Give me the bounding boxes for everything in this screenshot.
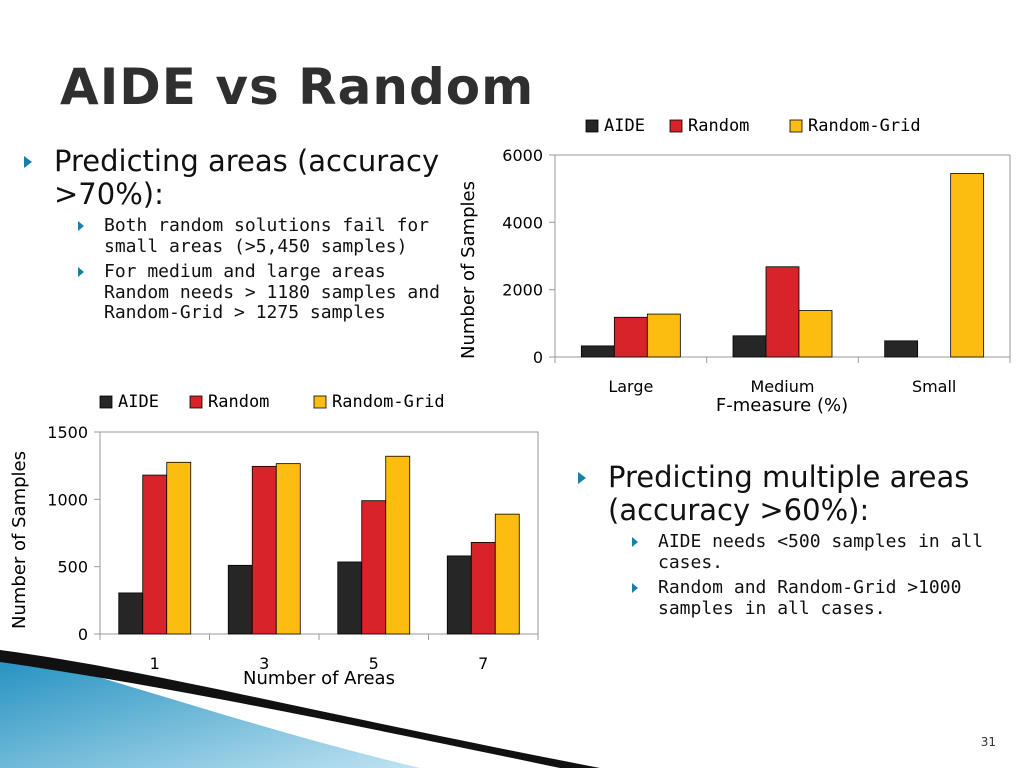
x-tick-label: 5 <box>369 654 379 673</box>
x-tick-label: 1 <box>150 654 160 673</box>
bullet-sub: AIDE needs <500 samples in all cases. <box>578 531 1018 573</box>
bar-random-grid-3 <box>275 463 301 635</box>
x-tick-label: Large <box>608 377 653 396</box>
bar-random-large <box>613 316 648 358</box>
bullet-arrow-icon <box>632 537 638 547</box>
bar-aide-small <box>884 340 919 358</box>
bullet-arrow-icon <box>24 156 32 168</box>
y-tick-label: 4000 <box>502 213 543 232</box>
y-tick-label: 0 <box>533 348 543 367</box>
bar-random-grid-medium <box>798 310 833 358</box>
bar-random-grid-5 <box>385 455 411 635</box>
bar-random-1 <box>142 474 168 635</box>
x-tick-label: 7 <box>478 654 488 673</box>
bullet-arrow-icon <box>632 583 638 593</box>
legend-swatch-aide <box>585 119 599 133</box>
bullet-sub: For medium and large areas Random needs … <box>24 261 444 324</box>
bar-random-3 <box>251 465 277 635</box>
x-axis-title: F-measure (%) <box>716 395 848 416</box>
x-tick-label: 3 <box>259 654 269 673</box>
bar-random-grid-small <box>950 173 985 358</box>
y-tick-label: 500 <box>57 558 88 577</box>
decorative-swoosh <box>0 650 600 768</box>
bullet-sub-text: Both random solutions fail for small are… <box>104 215 430 257</box>
bullet-sub-text: AIDE needs <500 samples in all cases. <box>658 531 984 573</box>
bar-aide-5 <box>337 561 363 635</box>
bar-aide-7 <box>446 555 472 635</box>
x-axis-title: Number of Areas <box>243 668 395 689</box>
bullet-arrow-icon <box>78 267 84 277</box>
page-title: AIDE vs Random <box>60 58 535 116</box>
bar-random-7 <box>470 542 496 635</box>
y-axis-title: Number of Samples <box>9 451 30 629</box>
legend-swatch-aide <box>99 395 113 409</box>
bar-aide-1 <box>118 592 144 635</box>
legend-label-aide: AIDE <box>604 116 645 136</box>
bar-random-grid-large <box>646 313 681 358</box>
legend-label-random-grid: Random-Grid <box>332 392 445 412</box>
legend-swatch-random-grid <box>789 119 803 133</box>
legend-swatch-random <box>189 395 203 409</box>
bullet-sub-text: For medium and large areas Random needs … <box>104 261 440 323</box>
bar-random-grid-7 <box>494 513 520 635</box>
bullet-sub-text: Random and Random-Grid >1000 samples in … <box>658 577 962 619</box>
legend-label-random-grid: Random-Grid <box>808 116 921 136</box>
bullet-sub: Both random solutions fail for small are… <box>24 215 444 257</box>
y-tick-label: 6000 <box>502 146 543 165</box>
y-tick-label: 0 <box>78 625 88 644</box>
legend-label-aide: AIDE <box>118 392 159 412</box>
legend-label-random: Random <box>688 116 749 136</box>
y-tick-label: 1500 <box>47 423 88 442</box>
bar-random-grid-1 <box>166 461 192 635</box>
bar-aide-3 <box>227 564 253 635</box>
x-tick-label: Small <box>912 377 956 396</box>
bar-random-medium <box>765 266 800 358</box>
y-tick-label: 2000 <box>502 281 543 300</box>
bullet-main: Predicting areas (accuracy >70%): <box>24 145 444 211</box>
right-bullet-list: Predicting multiple areas (accuracy >60%… <box>578 461 1018 619</box>
y-tick-label: 1000 <box>47 490 88 509</box>
bar-random-5 <box>361 500 387 635</box>
legend-label-random: Random <box>208 392 269 412</box>
bullet-main-text: Predicting areas (accuracy >70%): <box>54 144 440 211</box>
left-bullet-list: Predicting areas (accuracy >70%): Both r… <box>24 145 444 324</box>
bullet-arrow-icon <box>578 472 586 484</box>
x-tick-label: Medium <box>751 377 815 396</box>
y-axis-title: Number of Samples <box>458 181 479 359</box>
bullet-sub: Random and Random-Grid >1000 samples in … <box>578 577 1018 619</box>
page-number: 31 <box>980 735 996 749</box>
bullet-main-text: Predicting multiple areas (accuracy >60%… <box>608 460 970 527</box>
bullet-main: Predicting multiple areas (accuracy >60%… <box>578 461 1018 527</box>
bullet-arrow-icon <box>78 221 84 231</box>
legend-swatch-random <box>669 119 683 133</box>
legend-swatch-random-grid <box>313 395 327 409</box>
